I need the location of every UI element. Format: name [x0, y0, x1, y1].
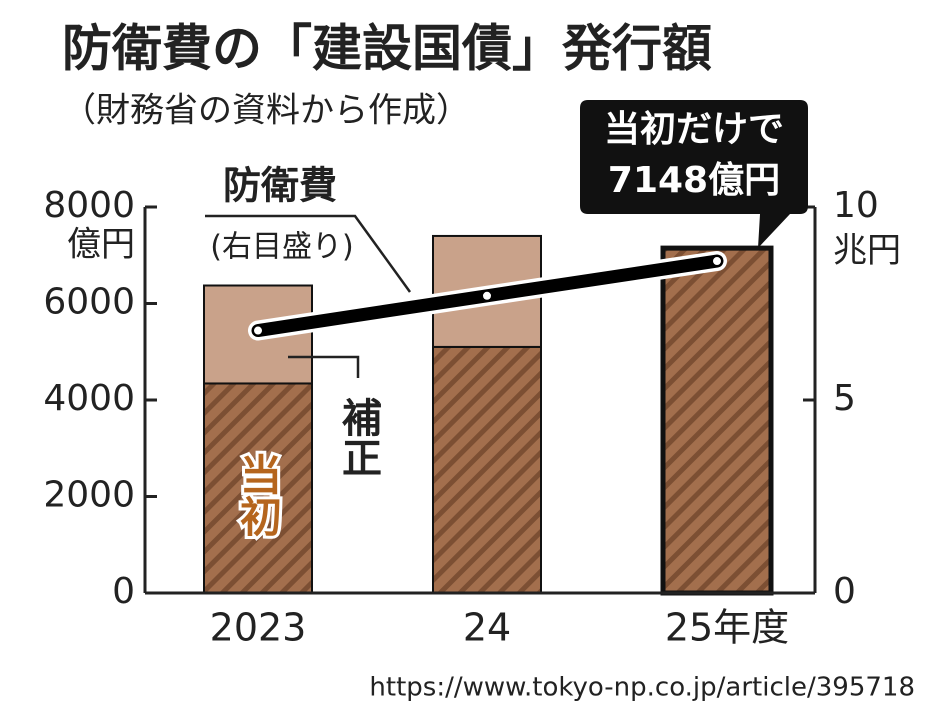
y-tick-label: 0 [112, 571, 135, 612]
callout [580, 100, 808, 248]
series-label: 当初 [234, 453, 283, 537]
y-tick-label: 6000 [43, 282, 135, 323]
annotation: 当初だけで [604, 109, 784, 150]
bar [432, 345, 542, 594]
y-tick-label: 8000 [43, 185, 135, 226]
leader [288, 355, 360, 378]
line-point [713, 257, 721, 266]
annotation: (右目盛り) [210, 230, 353, 265]
chart-subtitle: （財務省の資料から作成） [62, 91, 470, 131]
y-tick-label: 2000 [43, 475, 135, 516]
bar [660, 245, 774, 596]
y-unit: 億円 [67, 225, 135, 265]
x-tick-label: 24 [463, 606, 511, 650]
line-point [483, 291, 491, 300]
y2-tick-label: 0 [833, 571, 856, 612]
series-label: 防衛費 [223, 164, 337, 208]
line-point [254, 326, 262, 335]
annotation: 7148億円 [608, 160, 780, 201]
leader [205, 214, 412, 293]
chart-title: 防衛費の「建設国債」発行額 [62, 20, 712, 78]
series-label: 補正 [335, 397, 382, 477]
y-tick-label: 4000 [43, 378, 135, 419]
y2-unit: 兆円 [833, 231, 901, 271]
x-tick-label: 25年度 [665, 606, 789, 650]
x-tick-label: 2023 [210, 606, 307, 650]
source: https://www.tokyo-np.co.jp/article/39571… [369, 673, 915, 703]
y2-tick-label: 5 [833, 378, 856, 419]
y2-tick-label: 10 [833, 185, 879, 226]
